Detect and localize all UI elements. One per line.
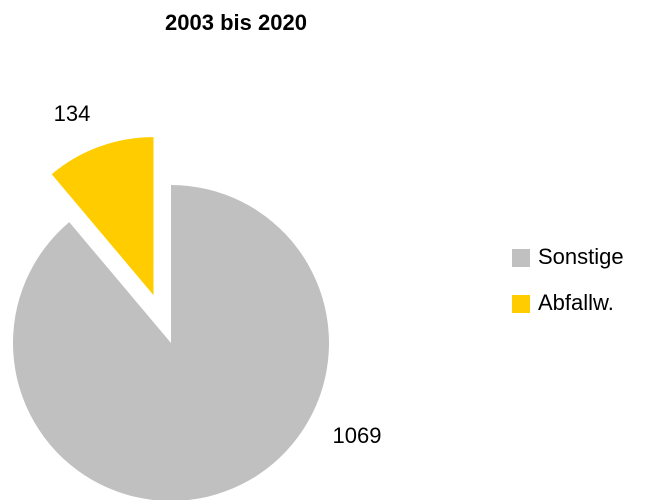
pie-slice	[13, 185, 329, 500]
chart-title: 2003 bis 2020	[165, 10, 307, 35]
legend-label: Abfallw.	[538, 290, 614, 315]
legend-swatch	[512, 295, 530, 313]
legend-label: Sonstige	[538, 244, 624, 269]
data-label: 134	[54, 101, 91, 126]
pie-slice	[51, 137, 154, 296]
legend-swatch	[512, 249, 530, 267]
data-label: 1069	[333, 423, 382, 448]
